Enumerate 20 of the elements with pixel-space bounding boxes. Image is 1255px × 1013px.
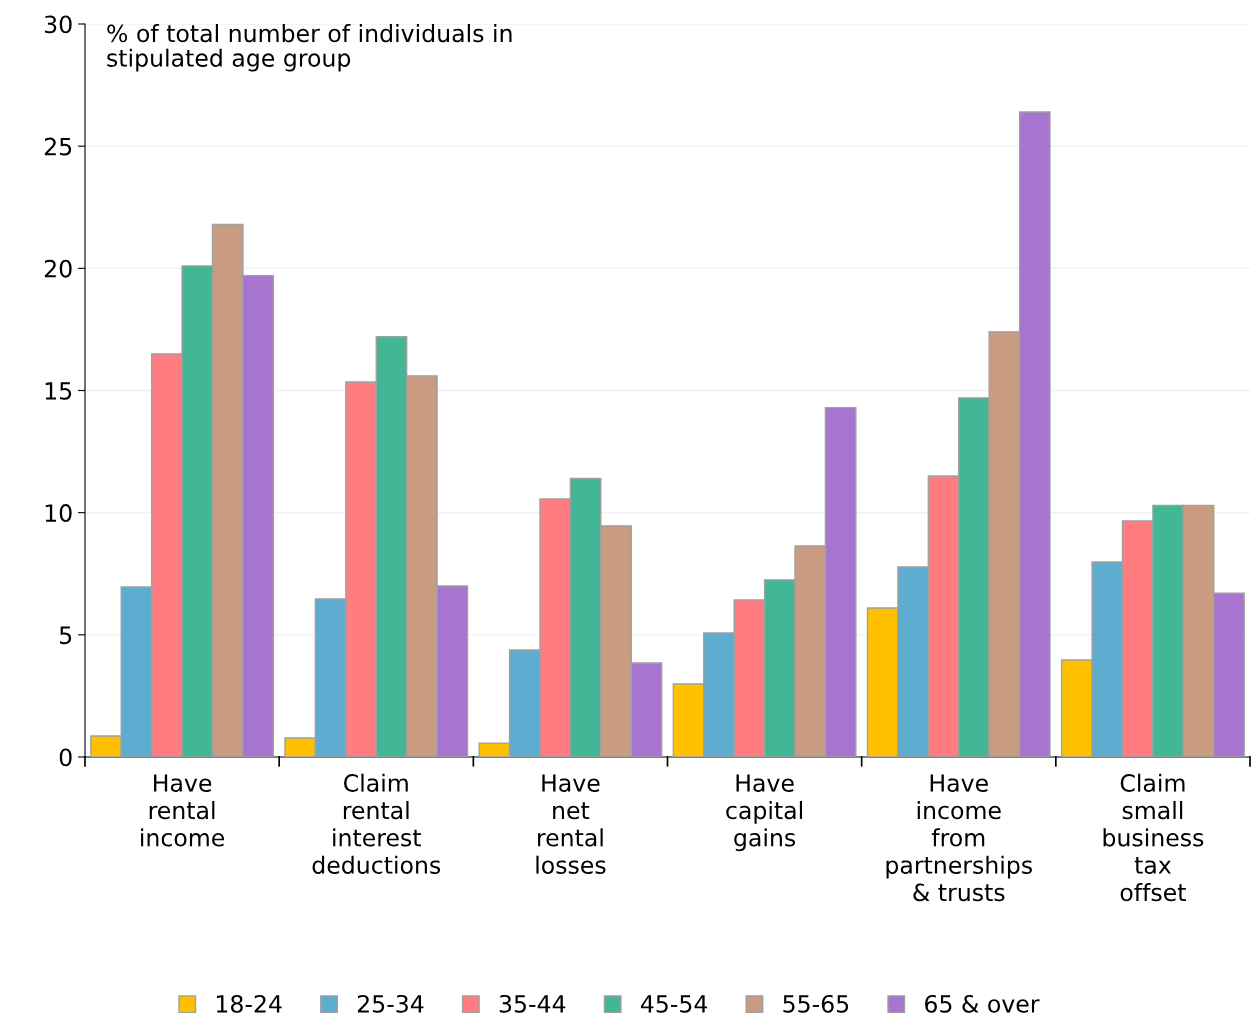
y-tick-label: 10 bbox=[45, 504, 72, 522]
y-axis-title: % of total number of individuals in stipulated age group bbox=[107, 24, 512, 72]
x-tick-label: Have capital gains bbox=[726, 774, 803, 852]
x-tick-label: Have income from partnerships & trusts bbox=[886, 774, 1032, 902]
legend-label: 65 & over bbox=[925, 994, 1040, 1013]
legend-label: 55-65 bbox=[783, 994, 849, 1013]
y-tick-label: 0 bbox=[59, 748, 72, 767]
y-tick-label: 20 bbox=[44, 259, 72, 278]
x-tick-label: Claim rental interest deductions bbox=[312, 773, 441, 874]
legend-label: 45-54 bbox=[640, 995, 708, 1013]
x-tick-label: Have rental income bbox=[141, 774, 225, 847]
y-tick-label: 5 bbox=[59, 626, 72, 645]
y-tick-label: 30 bbox=[44, 15, 72, 34]
y-tick-label: 15 bbox=[45, 382, 72, 400]
legend-label: 35-44 bbox=[499, 994, 566, 1013]
x-tick-label: Claim small business tax offset bbox=[1103, 773, 1204, 902]
y-tick-label: 25 bbox=[44, 137, 72, 156]
legend-label: 25-34 bbox=[357, 994, 424, 1013]
legend-label: 18-24 bbox=[216, 994, 282, 1013]
x-tick-label: Have net rental losses bbox=[536, 774, 606, 874]
